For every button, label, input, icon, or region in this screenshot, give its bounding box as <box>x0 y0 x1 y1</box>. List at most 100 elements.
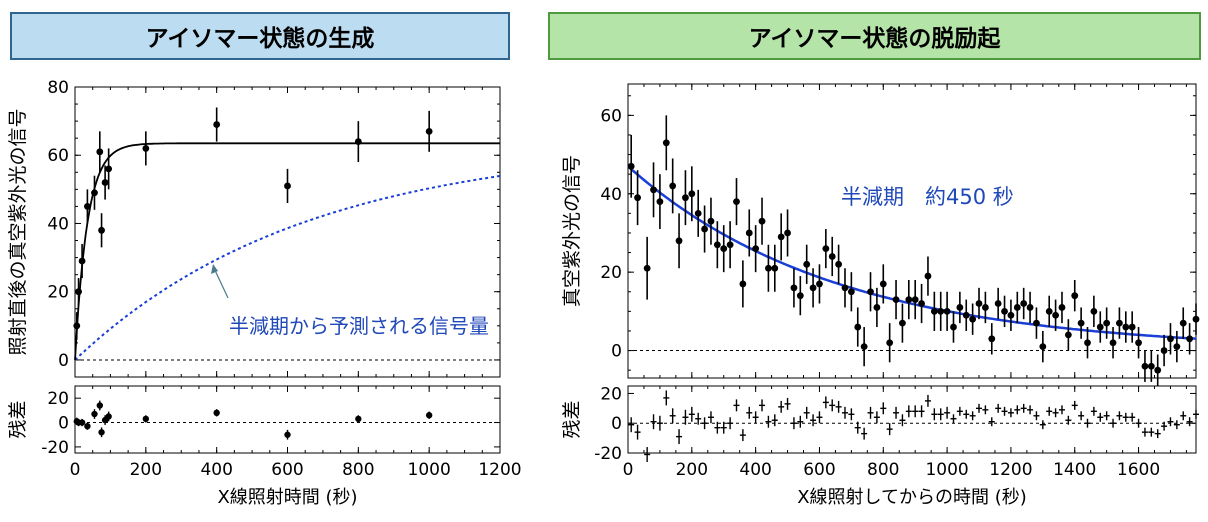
data-point <box>1186 335 1194 343</box>
data-point <box>969 315 977 323</box>
data-point <box>771 264 779 272</box>
data-point <box>688 190 696 198</box>
data-point <box>656 198 664 206</box>
data-point <box>790 284 798 292</box>
residual-axis-label: 残差 <box>7 400 29 438</box>
residual-axis-label: 残差 <box>561 400 583 438</box>
data-point <box>918 300 925 307</box>
data-point <box>950 323 957 331</box>
data-point <box>828 253 836 260</box>
data-point <box>796 292 804 300</box>
residual-ytick-label: 0 <box>611 414 622 434</box>
residual-ytick-label: -20 <box>594 444 622 464</box>
residual-point <box>91 410 98 418</box>
residual-point <box>142 415 150 423</box>
residual-xtick-label: 1400 <box>1053 460 1096 480</box>
half-life-annotation: 半減期 約450 秒 <box>841 185 1014 209</box>
data-point <box>886 339 894 347</box>
data-point <box>142 145 150 152</box>
data-point <box>98 226 105 234</box>
data-point <box>1007 311 1015 319</box>
data-point <box>105 165 113 173</box>
data-point <box>733 198 740 206</box>
residual-ytick-label: -20 <box>41 438 69 458</box>
main-ytick-label: 60 <box>600 106 622 126</box>
data-point <box>956 304 964 311</box>
main-plot-frame <box>627 83 1197 379</box>
main-ytick-label: 20 <box>47 283 69 303</box>
data-point <box>96 148 104 156</box>
data-point <box>694 209 702 217</box>
data-point <box>425 127 433 135</box>
data-point <box>1116 319 1123 327</box>
data-point <box>1147 362 1155 370</box>
data-point <box>1109 339 1117 347</box>
y-axis-label: 照射直後の真空紫外光の信号 <box>7 108 29 355</box>
residual-xtick-label: 400 <box>739 460 771 480</box>
data-point <box>91 189 98 197</box>
x-axis-label: X線照射時間 (秒) <box>217 487 357 508</box>
residual-point <box>96 402 103 409</box>
data-point <box>713 241 721 249</box>
data-point <box>784 229 791 237</box>
residual-xtick-label: 1200 <box>989 460 1032 480</box>
data-point <box>682 194 689 202</box>
data-point <box>943 307 951 315</box>
residual-ytick-label: 20 <box>600 384 622 404</box>
data-point <box>816 280 823 288</box>
data-point <box>873 304 881 311</box>
right-panel-title: アイソマー状態の脱励起 <box>548 12 1201 60</box>
residual-xtick-label: 0 <box>70 460 81 480</box>
data-point <box>1064 331 1072 339</box>
data-point <box>847 288 855 296</box>
prediction-annotation: 半減期から予測される信号量 <box>229 314 489 338</box>
data-point <box>73 322 81 330</box>
data-point <box>75 288 82 296</box>
data-point <box>1128 323 1136 331</box>
data-point <box>1103 319 1111 327</box>
data-point <box>78 257 86 265</box>
data-point <box>930 307 938 315</box>
data-point <box>1192 315 1200 323</box>
data-point <box>758 217 766 225</box>
data-point <box>701 225 708 233</box>
data-point <box>739 280 747 288</box>
data-point <box>1026 304 1034 311</box>
residual-xtick-label: 0 <box>623 460 634 480</box>
y-axis-label: 真空紫外光の信号 <box>561 155 583 307</box>
data-point <box>1141 362 1149 370</box>
data-point <box>1160 347 1168 354</box>
residual-xtick-label: 1000 <box>925 460 968 480</box>
data-point <box>854 323 862 331</box>
data-point <box>765 264 772 272</box>
data-point <box>809 284 817 292</box>
residual-xtick-label: 800 <box>867 460 899 480</box>
data-point <box>988 335 996 343</box>
data-point <box>937 307 945 315</box>
data-point <box>1071 292 1079 300</box>
data-point <box>707 217 715 225</box>
residual-point <box>213 409 220 416</box>
data-point <box>1154 366 1162 374</box>
data-point <box>726 241 734 249</box>
residual-xtick-label: 600 <box>803 460 835 480</box>
residual-point <box>98 429 105 436</box>
data-point <box>752 245 760 253</box>
data-point <box>822 245 830 253</box>
data-point <box>1033 319 1040 327</box>
fit-curve <box>627 165 1197 340</box>
main-ytick-label: 40 <box>47 214 69 234</box>
data-point <box>777 233 785 241</box>
data-point <box>284 182 291 190</box>
data-point <box>1167 335 1174 343</box>
prediction-curve <box>74 175 501 361</box>
main-ytick-label: 0 <box>611 342 622 362</box>
data-point <box>962 311 970 319</box>
annotation-arrowhead <box>211 264 218 274</box>
data-point <box>720 245 728 253</box>
data-point <box>892 296 900 303</box>
data-point <box>911 296 919 303</box>
data-point <box>994 300 1002 307</box>
data-point <box>879 280 887 288</box>
residual-xtick-label: 1000 <box>408 460 451 480</box>
